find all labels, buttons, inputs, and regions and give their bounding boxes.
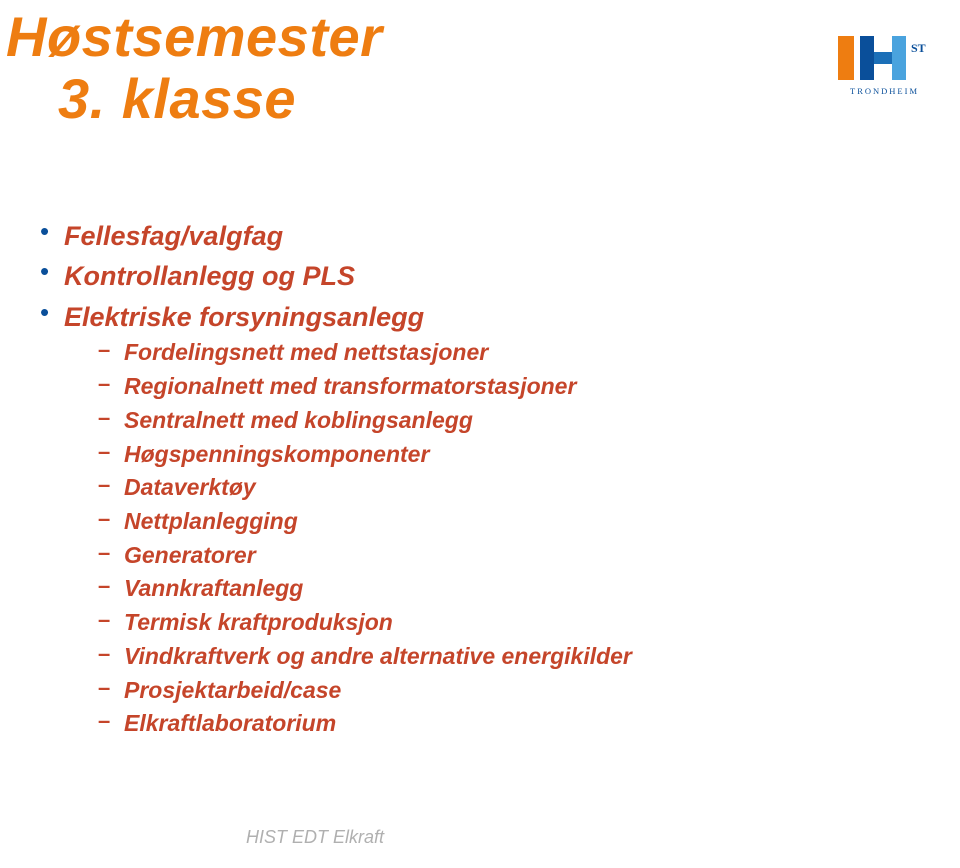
sub-bullet-item: Termisk kraftproduksjon <box>98 607 920 639</box>
hist-logo: ST Hi TRONDHEIM <box>834 30 932 107</box>
bullet-text: Kontrollanlegg og PLS <box>64 261 355 291</box>
sub-bullet-text: Høgspenningskomponenter <box>124 441 429 467</box>
sub-bullet-text: Dataverktøy <box>124 474 256 500</box>
sub-bullet-item: Prosjektarbeid/case <box>98 675 920 707</box>
logo-city-text: TRONDHEIM <box>850 86 919 96</box>
sub-bullet-item: Sentralnett med koblingsanlegg <box>98 405 920 437</box>
bullet-item: Fellesfag/valgfag <box>34 218 920 254</box>
sub-bullet-text: Vannkraftanlegg <box>124 575 303 601</box>
sub-bullet-item: Regionalnett med transformatorstasjoner <box>98 371 920 403</box>
sub-bullet-item: Vannkraftanlegg <box>98 573 920 605</box>
sub-bullet-text: Fordelingsnett med nettstasjoner <box>124 339 488 365</box>
footer-text: HIST EDT Elkraft <box>246 827 384 848</box>
slide-title: Høstsemester 3. klasse <box>6 6 382 129</box>
sub-bullet-text: Nettplanlegging <box>124 508 298 534</box>
svg-text:ST: ST <box>911 41 926 55</box>
sub-bullet-item: Elkraftlaboratorium <box>98 708 920 740</box>
bullet-text: Elektriske forsyningsanlegg <box>64 302 424 332</box>
sub-bullet-text: Sentralnett med koblingsanlegg <box>124 407 473 433</box>
bullet-list: Fellesfag/valgfag Kontrollanlegg og PLS … <box>34 218 920 740</box>
bullet-item: Kontrollanlegg og PLS <box>34 258 920 294</box>
sub-bullet-text: Prosjektarbeid/case <box>124 677 341 703</box>
sub-bullet-list: Fordelingsnett med nettstasjoner Regiona… <box>64 337 920 740</box>
sub-bullet-text: Elkraftlaboratorium <box>124 710 336 736</box>
sub-bullet-text: Regionalnett med transformatorstasjoner <box>124 373 576 399</box>
sub-bullet-item: Høgspenningskomponenter <box>98 439 920 471</box>
sub-bullet-text: Vindkraftverk og andre alternative energ… <box>124 643 632 669</box>
bullet-text: Fellesfag/valgfag <box>64 221 283 251</box>
sub-bullet-item: Dataverktøy <box>98 472 920 504</box>
title-line-2: 3. klasse <box>6 68 382 130</box>
sub-bullet-item: Fordelingsnett med nettstasjoner <box>98 337 920 369</box>
bullet-item: Elektriske forsyningsanlegg Fordelingsne… <box>34 299 920 740</box>
title-line-1: Høstsemester <box>6 6 382 68</box>
sub-bullet-text: Termisk kraftproduksjon <box>124 609 393 635</box>
sub-bullet-text: Generatorer <box>124 542 256 568</box>
content-area: Fellesfag/valgfag Kontrollanlegg og PLS … <box>34 218 920 746</box>
sub-bullet-item: Nettplanlegging <box>98 506 920 538</box>
sub-bullet-item: Generatorer <box>98 540 920 572</box>
slide: Høstsemester 3. klasse ST Hi TRONDHEIM F… <box>0 0 960 868</box>
sub-bullet-item: Vindkraftverk og andre alternative energ… <box>98 641 920 673</box>
